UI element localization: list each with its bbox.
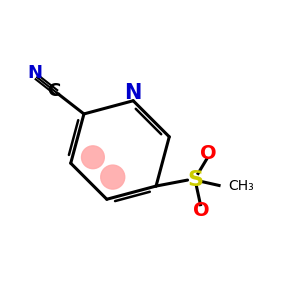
Text: N: N xyxy=(27,64,42,82)
Text: C: C xyxy=(47,82,60,100)
Circle shape xyxy=(82,146,104,169)
Text: N: N xyxy=(124,83,142,103)
Text: O: O xyxy=(193,201,209,220)
Text: O: O xyxy=(200,144,217,163)
Circle shape xyxy=(101,165,125,189)
Text: S: S xyxy=(187,170,203,190)
Text: CH₃: CH₃ xyxy=(228,179,254,193)
